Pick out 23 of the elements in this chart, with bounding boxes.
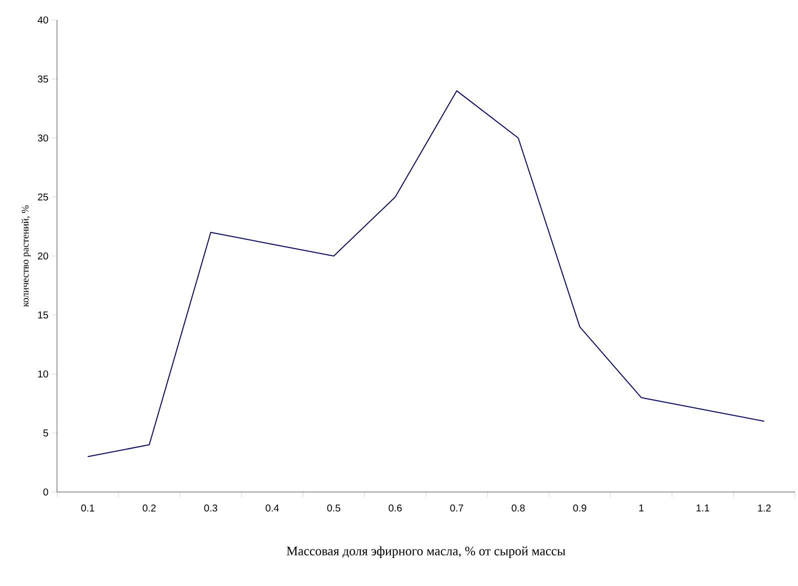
y-axis-title: количество растений, % bbox=[22, 205, 31, 307]
x-tick-label: 0.9 bbox=[573, 504, 586, 512]
y-tick-label: 0 bbox=[43, 488, 48, 496]
x-axis-title: Массовая доля эфирного масла, % от сырой массы bbox=[286, 546, 566, 558]
y-tick-label: 40 bbox=[38, 16, 48, 24]
x-tick-label: 0.7 bbox=[450, 504, 464, 512]
y-tick-label: 20 bbox=[38, 252, 48, 260]
y-tick-label: 10 bbox=[38, 370, 48, 378]
y-tick-label: 35 bbox=[38, 75, 48, 83]
y-tick-label: 15 bbox=[38, 312, 48, 318]
x-tick-label: 0.5 bbox=[327, 504, 340, 512]
x-tick-label: 1.2 bbox=[758, 504, 771, 512]
x-tick-label: 0.4 bbox=[266, 504, 279, 512]
x-tick-label: 1.1 bbox=[696, 504, 710, 512]
x-tick-label: 0.2 bbox=[142, 504, 156, 512]
x-tick-label: 1 bbox=[639, 504, 644, 512]
y-tick-label: 5 bbox=[43, 430, 48, 436]
x-tick-label: 0.6 bbox=[388, 504, 402, 512]
x-tick-label: 0.1 bbox=[81, 504, 94, 512]
x-tick-label: 0.8 bbox=[512, 504, 525, 512]
y-tick-label: 25 bbox=[38, 193, 48, 201]
y-tick-label: 30 bbox=[38, 134, 48, 142]
x-tick-label: 0.3 bbox=[204, 504, 218, 512]
